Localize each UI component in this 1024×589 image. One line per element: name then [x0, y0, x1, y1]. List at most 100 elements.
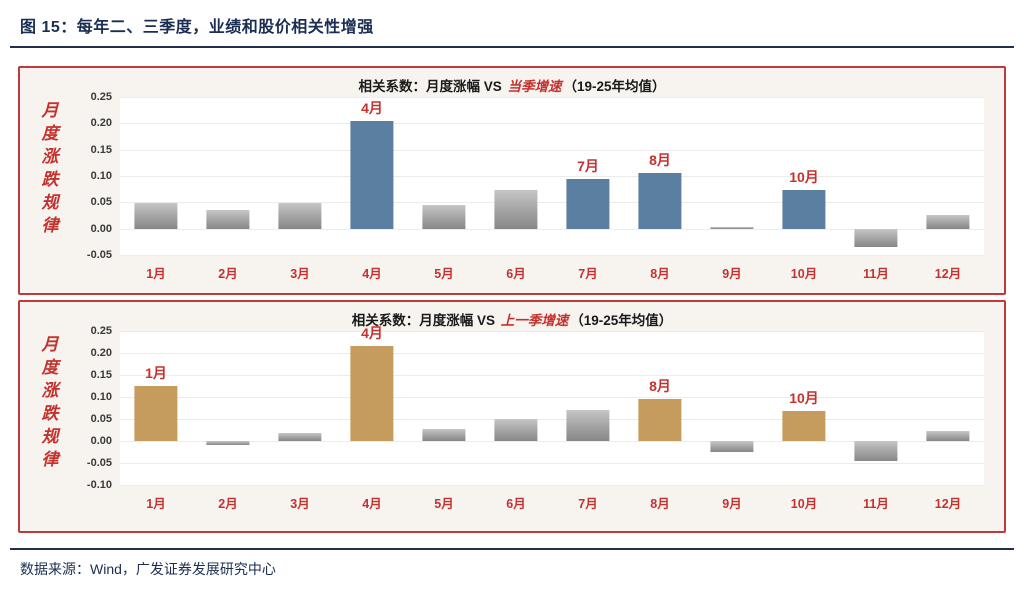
- bar-column: [912, 97, 984, 255]
- chart-panel-previous-quarter: 相关系数：月度涨幅 VS 上一季增速 （19-25年均值） 月度涨跌规律 0.25…: [18, 300, 1006, 533]
- x-axis-label: 3月: [290, 267, 310, 281]
- y-axis-tick: -0.10: [86, 479, 112, 491]
- bar-column: [840, 331, 912, 485]
- y-axis-tick: 0.20: [90, 347, 112, 359]
- bar-column: [480, 331, 552, 485]
- y-axis-tick: 0.10: [90, 170, 112, 182]
- x-axis-labels: 1月 2月 3月 4月 5月 6月 7月 8月 9月 10月 11月 12月: [120, 263, 984, 283]
- bar-2月: [206, 441, 250, 445]
- bar-annotation: 4月: [361, 99, 383, 116]
- bar-column: [192, 97, 264, 255]
- figure-title: 图 15：每年二、三季度，业绩和股价相关性增强: [20, 19, 374, 36]
- x-axis-label: 11月: [863, 267, 889, 281]
- bar-1月: [134, 386, 178, 441]
- bar-annotation: 10月: [789, 390, 819, 407]
- x-axis-label: 6月: [506, 267, 526, 281]
- x-axis-label: 2月: [218, 267, 238, 281]
- bar-6月: [494, 190, 538, 229]
- y-axis-tick: 0.15: [90, 369, 112, 381]
- x-axis-label: 4月: [362, 267, 382, 281]
- bar-annotation: 7月: [577, 157, 599, 174]
- x-axis-label: 1月: [146, 497, 166, 511]
- chart-title-suffix: （19-25年均值）: [563, 79, 666, 94]
- y-axis-tick: 0.00: [90, 222, 112, 235]
- x-axis-label: 10月: [790, 497, 818, 511]
- x-axis-label: 1月: [146, 267, 166, 281]
- grid-line: [120, 485, 984, 486]
- bar-column: 7月: [552, 97, 624, 255]
- bar-8月: [638, 173, 682, 229]
- x-axis-label: 11月: [863, 497, 889, 511]
- bar-3月: [278, 433, 322, 441]
- y-axis-ticks: 0.25 0.20 0.15 0.10 0.05 0.00 -0.05 -0.10: [76, 325, 120, 491]
- bar-column: [264, 97, 336, 255]
- grid-line: [120, 397, 984, 398]
- grid-line: [120, 375, 984, 376]
- x-axis-label: 6月: [506, 497, 526, 511]
- y-axis-tick: 0.05: [90, 196, 112, 209]
- grid-line: [120, 419, 984, 420]
- bar-8月: [638, 399, 682, 441]
- bar-4月: [350, 120, 394, 229]
- bar-10月: [782, 190, 826, 229]
- grid-line: [120, 331, 984, 332]
- grid-line: [120, 255, 984, 256]
- bar-column: [480, 97, 552, 255]
- bar-column: [408, 97, 480, 255]
- y-axis-tick: 0.25: [90, 325, 112, 337]
- y-axis-tick: -0.05: [86, 457, 112, 469]
- chart-body: 月度涨跌规律 0.25 0.20 0.15 0.10 0.05 0.00 -0.05 -0.1…: [20, 325, 1004, 513]
- x-axis-label: 12月: [934, 497, 962, 511]
- bar-column: 4月: [336, 325, 408, 485]
- y-axis-tick: 0.20: [90, 117, 112, 130]
- source-note: 数据来源：Wind，广发证券发展研究中心: [20, 561, 276, 577]
- bar-column: [840, 97, 912, 255]
- bar-column: 10月: [768, 97, 840, 255]
- bar-column: [192, 331, 264, 485]
- grid-line: [120, 176, 984, 177]
- bar-column: [552, 331, 624, 485]
- plot-column: 4月 7月 8月 10月 1月 2月 3月 4月 5月 6月 7月 8月 9月 10月 11月 12月: [120, 97, 984, 283]
- bar-annotation: 4月: [361, 325, 383, 342]
- bar-column: 10月: [768, 331, 840, 485]
- x-axis-label: 9月: [722, 497, 742, 511]
- grid-line: [120, 228, 984, 230]
- x-axis-label: 7月: [578, 267, 598, 281]
- bar-column: [408, 331, 480, 485]
- bar-4月: [350, 346, 394, 441]
- bar-column: [696, 331, 768, 485]
- bar-12月: [926, 214, 970, 229]
- x-axis-label: 3月: [290, 497, 310, 511]
- bar-column: 4月: [336, 97, 408, 255]
- bar-column: [696, 97, 768, 255]
- y-axis-caption: 月度涨跌规律: [37, 335, 58, 473]
- grid-line: [120, 441, 984, 442]
- x-axis-label: 7月: [578, 497, 598, 511]
- bar-annotation: 10月: [789, 169, 819, 186]
- side-caption-column: 月度涨跌规律: [20, 97, 76, 283]
- bar-3月: [278, 203, 322, 229]
- bar-columns: 4月 7月 8月 10月: [120, 97, 984, 255]
- bar-annotation: 8月: [649, 152, 671, 169]
- side-caption-column: 月度涨跌规律: [20, 331, 76, 513]
- y-axis-caption: 月度涨跌规律: [37, 101, 58, 239]
- title-divider: [10, 46, 1014, 48]
- grid-line: [120, 353, 984, 354]
- bar-11月: [854, 441, 898, 461]
- chart-title-highlight: 上一季增速: [500, 313, 569, 328]
- chart-title: 相关系数：月度涨幅 VS 当季增速 （19-25年均值）: [20, 68, 1004, 94]
- x-axis-labels: 1月 2月 3月 4月 5月 6月 7月 8月 9月 10月 11月 12月: [120, 493, 984, 513]
- bar-column: [264, 331, 336, 485]
- bar-10月: [782, 411, 826, 441]
- bar-9月: [710, 441, 754, 452]
- bar-annotation: 8月: [649, 378, 671, 395]
- plot-area: 1月 4月 8月 10月: [120, 325, 984, 486]
- chart-title-prefix: 相关系数：月度涨幅 VS: [358, 79, 506, 94]
- x-axis-label: 2月: [218, 497, 238, 511]
- x-axis-label: 8月: [650, 267, 670, 281]
- bar-2月: [206, 210, 250, 229]
- y-axis-tick: 0.00: [90, 435, 112, 447]
- x-axis-label: 9月: [722, 267, 742, 281]
- bar-column: [912, 331, 984, 485]
- bar-6月: [494, 419, 538, 441]
